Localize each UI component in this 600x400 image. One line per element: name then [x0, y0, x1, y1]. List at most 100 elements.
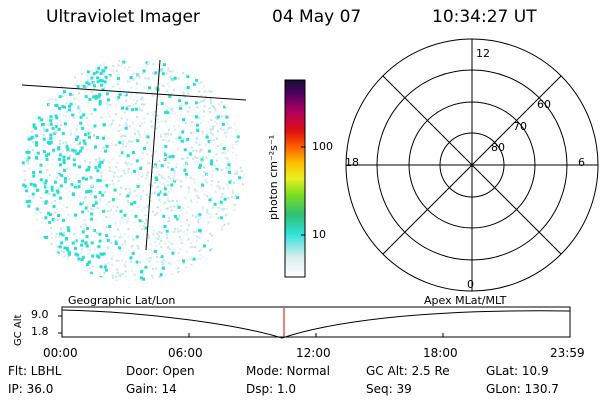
emission-pixel — [165, 104, 168, 107]
emission-pixel — [141, 152, 144, 155]
emission-pixel — [98, 163, 102, 167]
emission-pixel — [154, 163, 157, 167]
emission-pixel — [122, 134, 125, 137]
emission-pixel — [199, 248, 202, 251]
emission-pixel — [215, 108, 218, 111]
emission-pixel — [67, 255, 70, 258]
emission-pixel — [186, 258, 189, 261]
emission-pixel — [121, 259, 124, 262]
emission-pixel — [176, 204, 179, 207]
emission-pixel — [190, 201, 193, 204]
emission-pixel — [208, 163, 211, 166]
emission-pixel — [196, 195, 199, 198]
emission-pixel — [161, 262, 164, 265]
emission-pixel — [103, 158, 105, 161]
emission-pixel — [65, 187, 68, 190]
emission-pixel — [113, 175, 115, 178]
emission-pixel — [182, 262, 185, 265]
emission-pixel — [103, 86, 106, 89]
emission-pixel — [84, 241, 88, 245]
emission-pixel — [72, 163, 76, 167]
emission-pixel — [122, 272, 124, 275]
emission-pixel — [154, 86, 157, 89]
emission-pixel — [205, 173, 208, 176]
emission-pixel — [105, 203, 108, 206]
emission-pixel — [145, 177, 148, 180]
dsp-value: Dsp: 1.0 — [246, 382, 297, 396]
emission-pixel — [158, 82, 161, 85]
emission-pixel — [50, 185, 54, 189]
emission-pixel — [152, 117, 155, 120]
emission-pixel — [124, 270, 127, 273]
emission-pixel — [24, 184, 28, 188]
emission-pixel — [126, 80, 129, 83]
emission-pixel — [116, 239, 119, 242]
emission-pixel — [182, 129, 185, 132]
emission-pixel — [102, 123, 106, 127]
colorbar-frame — [284, 79, 306, 278]
emission-pixel — [182, 72, 184, 75]
emission-pixel — [35, 207, 39, 211]
emission-pixel — [120, 273, 122, 276]
emission-pixel — [66, 248, 70, 252]
emission-pixel — [92, 208, 95, 211]
emission-pixel — [64, 102, 67, 105]
emission-pixel — [138, 219, 142, 223]
emission-pixel — [157, 238, 159, 241]
emission-pixel — [192, 214, 194, 217]
emission-pixel — [210, 101, 212, 104]
emission-pixel — [221, 228, 224, 231]
emission-pixel — [57, 94, 60, 97]
emission-pixel — [166, 246, 169, 248]
emission-pixel — [191, 245, 194, 248]
emission-pixel — [61, 233, 65, 237]
emission-pixel — [119, 233, 122, 236]
emission-pixel — [29, 145, 32, 148]
emission-pixel — [59, 105, 62, 108]
emission-pixel — [47, 124, 50, 127]
emission-pixel — [201, 256, 204, 259]
emission-pixel — [154, 71, 158, 75]
emission-pixel — [53, 220, 55, 223]
emission-pixel — [181, 157, 183, 160]
emission-pixel — [199, 253, 202, 256]
emission-pixel — [148, 145, 151, 148]
emission-pixel — [226, 213, 229, 216]
emission-pixel — [109, 229, 111, 232]
emission-pixel — [27, 204, 31, 208]
emission-pixel — [120, 117, 123, 120]
emission-pixel — [108, 161, 111, 164]
emission-pixel — [116, 271, 119, 274]
emission-pixel — [169, 187, 172, 190]
emission-pixel — [117, 98, 119, 101]
emission-pixel — [164, 120, 167, 123]
emission-pixel — [147, 225, 150, 228]
emission-pixel — [81, 126, 85, 130]
emission-pixel — [98, 179, 102, 183]
emission-pixel — [120, 64, 123, 67]
emission-pixel — [147, 69, 150, 72]
emission-pixel — [160, 120, 163, 123]
emission-pixel — [180, 220, 182, 223]
polar-plot — [345, 38, 599, 292]
emission-pixel — [99, 276, 103, 279]
emission-pixel — [159, 181, 161, 184]
emission-pixel — [172, 230, 175, 233]
emission-pixel — [197, 218, 200, 221]
emission-pixel — [86, 73, 89, 76]
emission-pixel — [147, 162, 150, 165]
emission-pixel — [166, 108, 168, 111]
emission-pixel — [47, 211, 51, 215]
emission-pixel — [69, 134, 72, 136]
emission-pixel — [49, 133, 53, 137]
emission-pixel — [118, 124, 121, 127]
emission-pixel — [146, 174, 148, 177]
emission-pixel — [64, 240, 67, 243]
emission-pixel — [179, 113, 182, 116]
emission-pixel — [113, 235, 116, 238]
emission-pixel — [138, 261, 141, 264]
emission-pixel — [114, 104, 117, 107]
emission-pixel — [197, 221, 199, 224]
polar-label-6: 6 — [578, 156, 585, 169]
emission-pixel — [75, 143, 78, 146]
